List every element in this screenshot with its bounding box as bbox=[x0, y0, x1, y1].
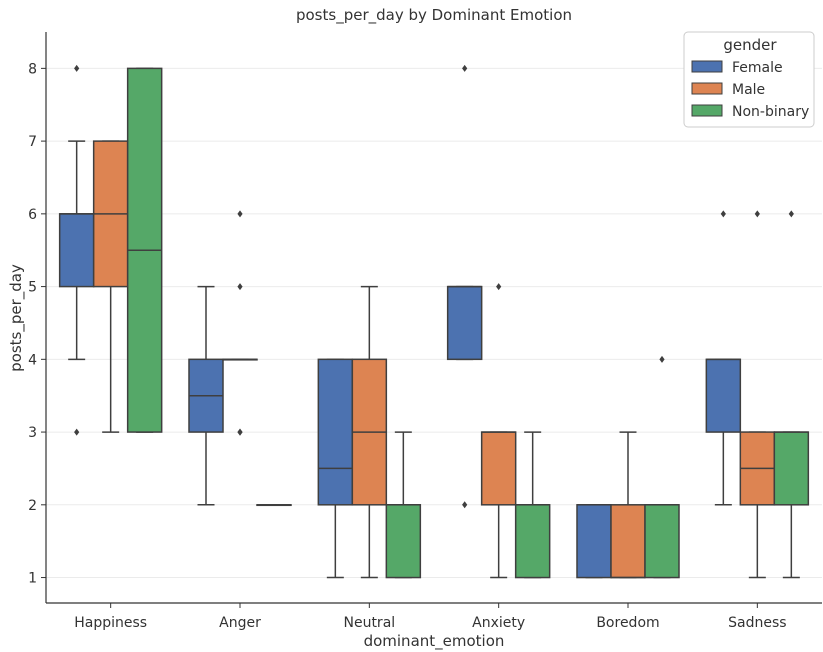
chart-title: posts_per_day by Dominant Emotion bbox=[296, 6, 572, 25]
outlier-male-anxiety-0 bbox=[496, 283, 502, 291]
y-tick-label-2: 2 bbox=[28, 498, 37, 514]
box-female-neutral bbox=[317, 358, 354, 506]
box-non-binary-sadness bbox=[773, 431, 810, 506]
x-tick-label-anxiety: Anxiety bbox=[472, 615, 525, 631]
box-group-female-neutral bbox=[317, 358, 354, 579]
box-male-anxiety bbox=[480, 431, 517, 506]
legend-label-female: Female bbox=[732, 60, 783, 76]
y-tick-label-1: 1 bbox=[28, 571, 37, 587]
y-axis-title: posts_per_day bbox=[7, 264, 26, 372]
y-tick-label-7: 7 bbox=[28, 134, 37, 150]
x-tick-label-boredom: Boredom bbox=[596, 615, 659, 631]
x-axis-title: dominant_emotion bbox=[364, 632, 505, 651]
y-tick-label-4: 4 bbox=[28, 352, 37, 368]
box-male-boredom bbox=[610, 504, 646, 579]
outlier-male-sadness-0 bbox=[754, 210, 760, 218]
box-group-non-binary-anger bbox=[256, 504, 292, 507]
box-group-male-anxiety bbox=[480, 283, 517, 579]
legend-swatch-non-binary bbox=[691, 104, 723, 117]
box-group-male-sadness bbox=[739, 210, 776, 579]
outlier-male-anger-3 bbox=[237, 428, 243, 436]
x-tick-label-happiness: Happiness bbox=[74, 615, 147, 631]
grid-layer bbox=[46, 67, 822, 579]
legend-title: gender bbox=[723, 36, 777, 54]
box-group-non-binary-anxiety bbox=[514, 431, 551, 579]
outlier-female-anxiety-1 bbox=[462, 501, 468, 509]
box-female-anxiety bbox=[446, 285, 483, 361]
y-tick-label-6: 6 bbox=[28, 207, 37, 223]
outlier-female-happiness-0 bbox=[74, 64, 80, 72]
box-group-non-binary-neutral bbox=[385, 431, 422, 579]
outlier-male-anger-1 bbox=[237, 283, 243, 291]
outlier-female-anxiety-0 bbox=[462, 64, 468, 72]
box-female-happiness bbox=[58, 213, 95, 288]
box-group-female-happiness bbox=[58, 64, 95, 436]
box-group-non-binary-sadness bbox=[773, 210, 810, 579]
x-tick-label-anger: Anger bbox=[219, 615, 261, 631]
box-group-female-anxiety bbox=[446, 64, 483, 509]
box-group-male-anger bbox=[222, 210, 258, 436]
box-female-sadness bbox=[705, 358, 742, 433]
legend-label-non-binary: Non-binary bbox=[732, 104, 809, 120]
outlier-male-anger-0 bbox=[237, 210, 243, 218]
legend-items: Female Male Non-binary bbox=[691, 60, 809, 120]
box-group-male-happiness bbox=[92, 140, 129, 433]
outlier-female-sadness-0 bbox=[720, 210, 726, 218]
y-tick-label-8: 8 bbox=[28, 61, 37, 77]
box-group-non-binary-happiness bbox=[126, 67, 163, 433]
legend-swatch-female bbox=[691, 60, 723, 73]
box-non-binary-anxiety bbox=[514, 504, 551, 579]
boxes-layer bbox=[58, 64, 810, 579]
x-tick-label-neutral: Neutral bbox=[343, 615, 395, 631]
axes-layer bbox=[45, 32, 822, 604]
outlier-female-happiness-1 bbox=[74, 428, 80, 436]
outlier-non-binary-boredom-0 bbox=[659, 355, 665, 363]
box-group-female-sadness bbox=[705, 210, 742, 506]
box-group-female-boredom bbox=[576, 504, 612, 579]
box-group-female-anger bbox=[188, 285, 224, 506]
box-non-binary-neutral bbox=[385, 504, 422, 579]
box-group-male-neutral bbox=[351, 285, 388, 579]
box-female-boredom bbox=[576, 504, 612, 579]
legend-label-male: Male bbox=[732, 82, 765, 98]
y-ticks: 1 2 3 4 5 6 7 8 bbox=[28, 61, 46, 587]
legend-frame bbox=[683, 31, 815, 128]
outlier-non-binary-sadness-0 bbox=[788, 210, 794, 218]
legend: gender Female Male Non-binary bbox=[683, 31, 815, 128]
box-group-male-boredom bbox=[610, 431, 646, 579]
box-group-non-binary-boredom bbox=[644, 355, 680, 579]
legend-swatch-male bbox=[691, 82, 723, 95]
x-ticks: Happiness Anger Neutral Anxiety Boredom Sadne… bbox=[74, 603, 787, 631]
box-non-binary-boredom bbox=[644, 504, 680, 579]
x-tick-label-sadness: Sadness bbox=[728, 615, 786, 631]
y-tick-label-5: 5 bbox=[28, 280, 37, 296]
y-tick-label-3: 3 bbox=[28, 425, 37, 441]
